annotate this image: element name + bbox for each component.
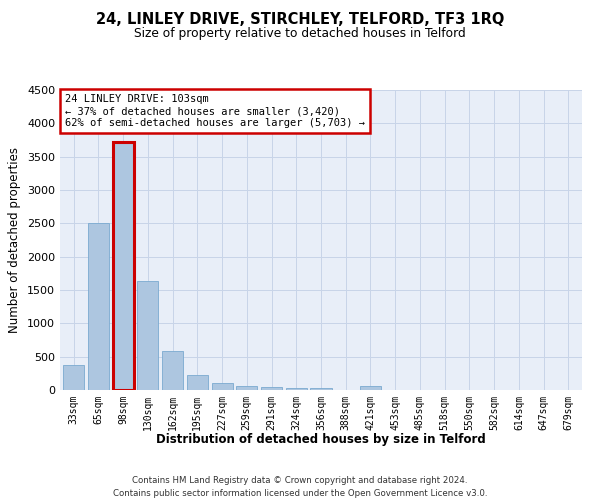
Bar bbox=[113, 142, 134, 390]
Bar bbox=[187, 374, 208, 390]
Bar bbox=[310, 388, 332, 390]
Text: 24, LINLEY DRIVE, STIRCHLEY, TELFORD, TF3 1RQ: 24, LINLEY DRIVE, STIRCHLEY, TELFORD, TF… bbox=[96, 12, 504, 28]
Text: 24 LINLEY DRIVE: 103sqm
← 37% of detached houses are smaller (3,420)
62% of semi: 24 LINLEY DRIVE: 103sqm ← 37% of detache… bbox=[65, 94, 365, 128]
Text: Contains HM Land Registry data © Crown copyright and database right 2024.
Contai: Contains HM Land Registry data © Crown c… bbox=[113, 476, 487, 498]
Bar bbox=[286, 388, 307, 390]
Bar bbox=[137, 282, 158, 390]
Y-axis label: Number of detached properties: Number of detached properties bbox=[8, 147, 22, 333]
Bar bbox=[236, 386, 257, 390]
Bar bbox=[360, 386, 381, 390]
Bar bbox=[162, 350, 183, 390]
Bar bbox=[88, 224, 109, 390]
Bar bbox=[212, 382, 233, 390]
Bar bbox=[261, 388, 282, 390]
Bar bbox=[63, 365, 84, 390]
Text: Distribution of detached houses by size in Telford: Distribution of detached houses by size … bbox=[156, 432, 486, 446]
Text: Size of property relative to detached houses in Telford: Size of property relative to detached ho… bbox=[134, 28, 466, 40]
